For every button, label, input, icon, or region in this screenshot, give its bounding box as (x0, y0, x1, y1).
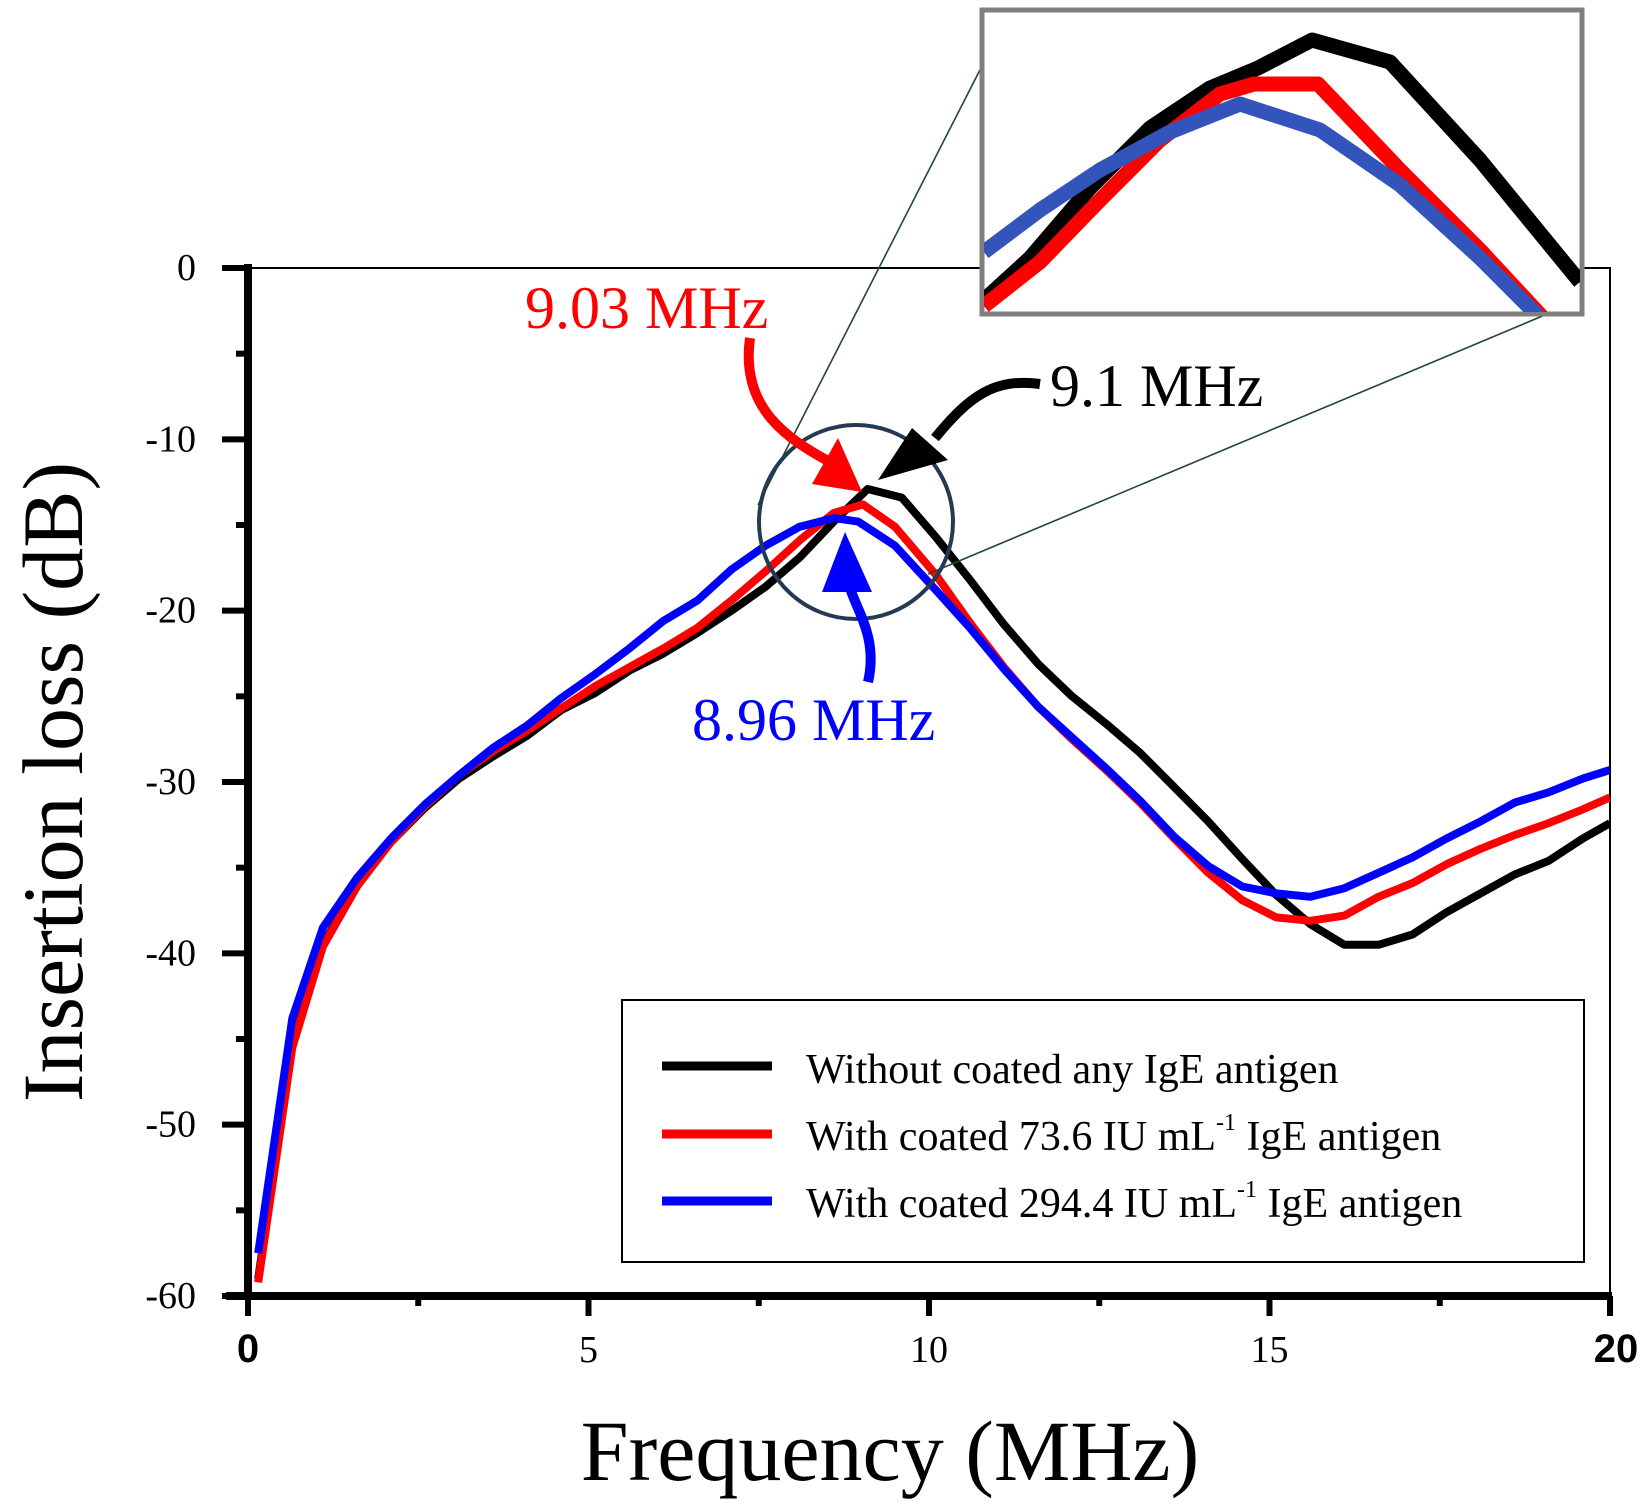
zoom-connector-right (927, 311, 1553, 575)
legend-label-blue: With coated 294.4 IU mL-1 IgE antigen (806, 1177, 1462, 1227)
inset-line-blue (984, 96, 1545, 312)
y-tick-label: -40 (145, 932, 196, 974)
annotation-red: 9.03 MHz (525, 275, 768, 341)
y-tick-label: -60 (145, 1275, 196, 1317)
y-tick-label: -20 (145, 590, 196, 632)
x-tick-label: 10 (910, 1329, 948, 1371)
legend-label-blue-tail: IgE antigen (1257, 1181, 1462, 1227)
y-axis-title: Insertion loss (dB) (5, 462, 101, 1102)
inset-line-black (984, 32, 1580, 306)
arrow-blue-head (822, 532, 872, 592)
zoom-connector-left (757, 61, 985, 506)
legend-label-black: Without coated any IgE antigen (806, 1047, 1338, 1093)
inset-line-red (984, 76, 1548, 312)
y-tick-label: 0 (177, 247, 196, 289)
series-line-2 (254, 514, 1610, 1254)
legend-label-red-tail: IgE antigen (1236, 1114, 1441, 1160)
legend-label-red-sup: -1 (1216, 1110, 1236, 1136)
legend-label-red-main: With coated 73.6 IU mL (806, 1114, 1216, 1160)
legend-label-blue-sup: -1 (1237, 1177, 1257, 1203)
x-tick-label: 5 (579, 1329, 598, 1371)
arrow-red-head (812, 438, 862, 492)
zoom-circle (757, 423, 955, 621)
x-tick-label: 15 (1251, 1329, 1289, 1371)
y-tick-label: -10 (145, 418, 196, 460)
annotation-arrows (743, 337, 1041, 684)
y-tick-label: -30 (145, 761, 196, 803)
arrow-black-shaft (931, 377, 1041, 442)
x-tick-label: 20 (1594, 1327, 1639, 1371)
arrow-red-shaft (743, 337, 833, 467)
legend-label-blue-main: With coated 294.4 IU mL (806, 1181, 1237, 1227)
tick-labels-layer: 0 -10 -20 -30 -40 -50 -60 0 5 10 15 20 (145, 247, 1638, 1371)
x-axis-title: Frequency (MHz) (581, 1403, 1200, 1499)
legend: Without coated any IgE antigen With coat… (621, 999, 1585, 1263)
ticks-layer (222, 265, 1613, 1316)
legend-label-red: With coated 73.6 IU mL-1 IgE antigen (806, 1110, 1441, 1160)
annotation-black: 9.1 MHz (1050, 353, 1263, 419)
x-tick-label: 0 (237, 1327, 259, 1371)
zoom-inset (979, 7, 1585, 317)
arrow-black-head (878, 428, 948, 480)
legend-box (621, 999, 1585, 1263)
annotation-blue: 8.96 MHz (692, 687, 935, 753)
y-tick-label: -50 (145, 1104, 196, 1146)
